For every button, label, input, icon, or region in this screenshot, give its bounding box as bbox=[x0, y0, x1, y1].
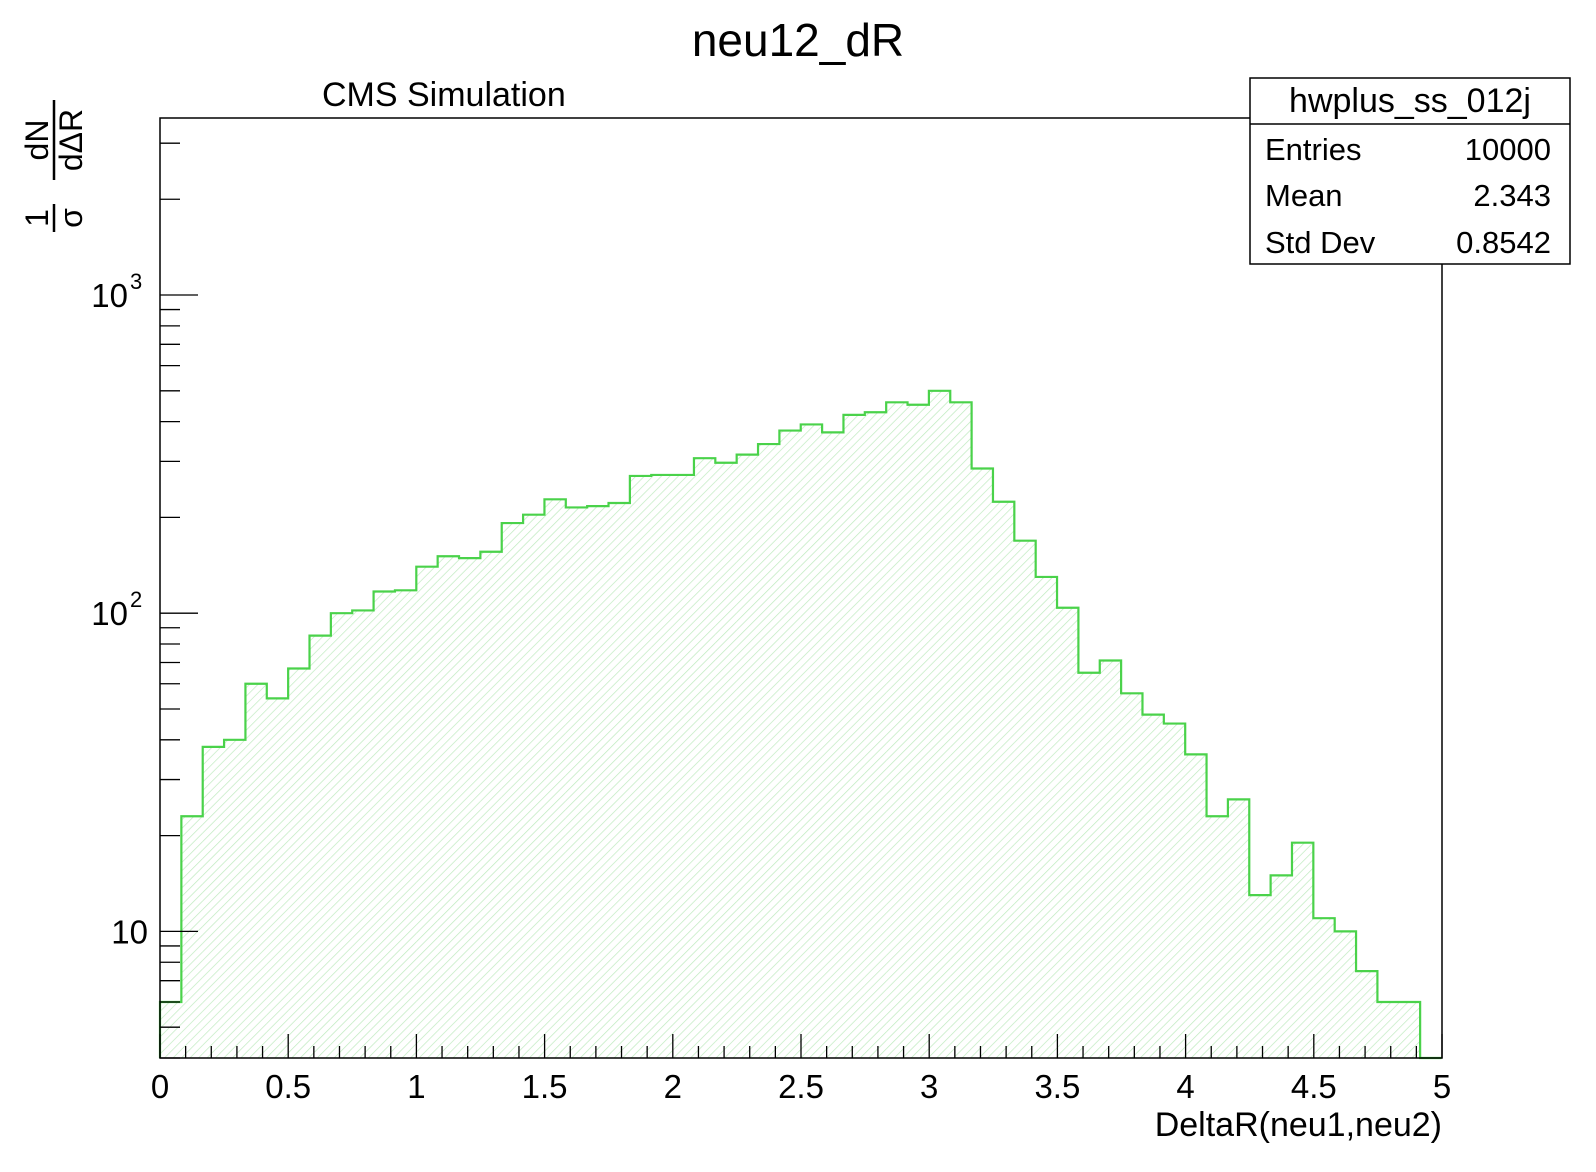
stats-label-stddev: Std Dev bbox=[1265, 225, 1376, 260]
histogram-bin bbox=[245, 683, 267, 1058]
histogram-bin bbox=[1185, 754, 1207, 1058]
histogram-bin bbox=[907, 404, 929, 1058]
histogram-bin bbox=[1142, 714, 1164, 1058]
stats-value-entries: 10000 bbox=[1465, 132, 1551, 167]
x-tick-label: 4 bbox=[1176, 1068, 1194, 1105]
histogram-bin bbox=[629, 475, 652, 1058]
chart-title: neu12_dR bbox=[692, 14, 904, 66]
histogram-bin bbox=[266, 698, 289, 1058]
histogram-bin bbox=[971, 468, 993, 1058]
histogram-bin bbox=[160, 1001, 182, 1058]
histogram-bin bbox=[1313, 918, 1335, 1058]
histogram-bin bbox=[501, 523, 524, 1058]
histogram-bin bbox=[224, 739, 246, 1058]
y-label-ddeltar: dΔR bbox=[53, 109, 89, 171]
histogram-bin bbox=[864, 412, 887, 1058]
histogram-bin bbox=[1206, 816, 1228, 1058]
stats-box-title: hwplus_ss_012j bbox=[1289, 82, 1531, 120]
histogram-bin bbox=[1163, 723, 1186, 1058]
y-tick-label: 10 bbox=[111, 913, 148, 950]
histogram-bin bbox=[544, 499, 566, 1058]
histogram-bin bbox=[373, 591, 395, 1058]
histogram-bin bbox=[330, 613, 353, 1058]
histogram-bin bbox=[1291, 842, 1314, 1058]
x-tick-label: 3 bbox=[920, 1068, 938, 1105]
histogram-bin bbox=[693, 458, 716, 1058]
x-axis-ticks: 0 0.5 1 1.5 2 2.5 3 3.5 4 4.5 5 bbox=[151, 1034, 1451, 1105]
histogram-bin bbox=[843, 414, 865, 1059]
histogram-bin bbox=[928, 390, 951, 1058]
histogram-bin bbox=[1099, 660, 1122, 1058]
histogram-bin bbox=[800, 424, 823, 1058]
x-tick-label: 0 bbox=[151, 1068, 169, 1105]
histogram-bin bbox=[1334, 931, 1357, 1058]
plot-area bbox=[158, 117, 1443, 1060]
y-tick-exponent: 2 bbox=[130, 587, 142, 612]
stats-value-mean: 2.343 bbox=[1473, 178, 1551, 213]
x-tick-label: 3.5 bbox=[1034, 1068, 1080, 1105]
histogram-bin bbox=[437, 556, 460, 1058]
histogram-bin bbox=[523, 514, 545, 1058]
histogram-bin bbox=[202, 746, 225, 1058]
histogram-bin bbox=[459, 558, 481, 1058]
histogram-bin bbox=[416, 566, 438, 1058]
x-tick-label: 4.5 bbox=[1291, 1068, 1337, 1105]
y-tick-exponent: 3 bbox=[130, 269, 142, 294]
histogram-bin bbox=[480, 551, 502, 1058]
x-tick-label: 2 bbox=[664, 1068, 682, 1105]
histogram-bin bbox=[181, 816, 203, 1058]
histogram-bin bbox=[565, 507, 588, 1058]
x-tick-label: 0.5 bbox=[265, 1068, 311, 1105]
histogram-bin bbox=[950, 402, 972, 1058]
y-tick-label: 10 bbox=[91, 595, 128, 632]
histogram-bin bbox=[1078, 672, 1100, 1058]
histogram-bin bbox=[672, 474, 694, 1059]
histogram-bin bbox=[1377, 1001, 1399, 1058]
histogram-bin bbox=[992, 501, 1015, 1058]
histogram-bin bbox=[309, 635, 331, 1058]
y-tick-label: 10 bbox=[91, 277, 128, 314]
histogram-bin bbox=[1035, 576, 1058, 1058]
x-tick-label: 1.5 bbox=[522, 1068, 568, 1105]
histogram-bin bbox=[1121, 693, 1143, 1058]
stats-label-entries: Entries bbox=[1265, 132, 1361, 167]
x-tick-label: 5 bbox=[1433, 1068, 1451, 1105]
stats-value-stddev: 0.8542 bbox=[1456, 225, 1551, 260]
x-tick-label: 1 bbox=[407, 1068, 425, 1105]
x-tick-label: 2.5 bbox=[778, 1068, 824, 1105]
histogram-bin bbox=[288, 668, 310, 1058]
y-axis-label: 1 σ dN dΔR bbox=[19, 100, 89, 232]
stats-box: hwplus_ss_012j Entries 10000 Mean 2.343 … bbox=[1249, 77, 1571, 265]
histogram-bin bbox=[1227, 799, 1250, 1058]
histogram-bin bbox=[886, 402, 908, 1058]
y-label-dn: dN bbox=[19, 120, 55, 161]
histogram-bin bbox=[608, 502, 630, 1058]
histogram-bin bbox=[1398, 1001, 1421, 1058]
histogram-bin bbox=[779, 430, 801, 1058]
y-label-one: 1 bbox=[19, 209, 55, 227]
histogram-bin bbox=[758, 444, 780, 1059]
cms-annotation: CMS Simulation bbox=[322, 76, 566, 114]
histogram-bin bbox=[587, 506, 609, 1058]
histogram-bin bbox=[736, 454, 759, 1058]
histogram-bin bbox=[352, 610, 374, 1058]
histogram-bin bbox=[715, 462, 737, 1059]
histogram-bin bbox=[651, 474, 673, 1059]
x-axis-label: DeltaR(neu1,neu2) bbox=[1155, 1106, 1442, 1144]
y-label-sigma: σ bbox=[53, 208, 89, 228]
histogram-bin bbox=[822, 432, 844, 1059]
histogram-bin bbox=[1014, 540, 1036, 1058]
histogram-bin bbox=[394, 590, 417, 1058]
stats-box-frame bbox=[1249, 77, 1571, 265]
histogram-outline bbox=[158, 389, 1442, 1060]
stats-label-mean: Mean bbox=[1265, 178, 1343, 213]
histogram-bin bbox=[1057, 607, 1079, 1058]
histogram-bin bbox=[1249, 895, 1271, 1058]
histogram-bin bbox=[1356, 971, 1378, 1058]
histogram-bin bbox=[1270, 875, 1292, 1058]
